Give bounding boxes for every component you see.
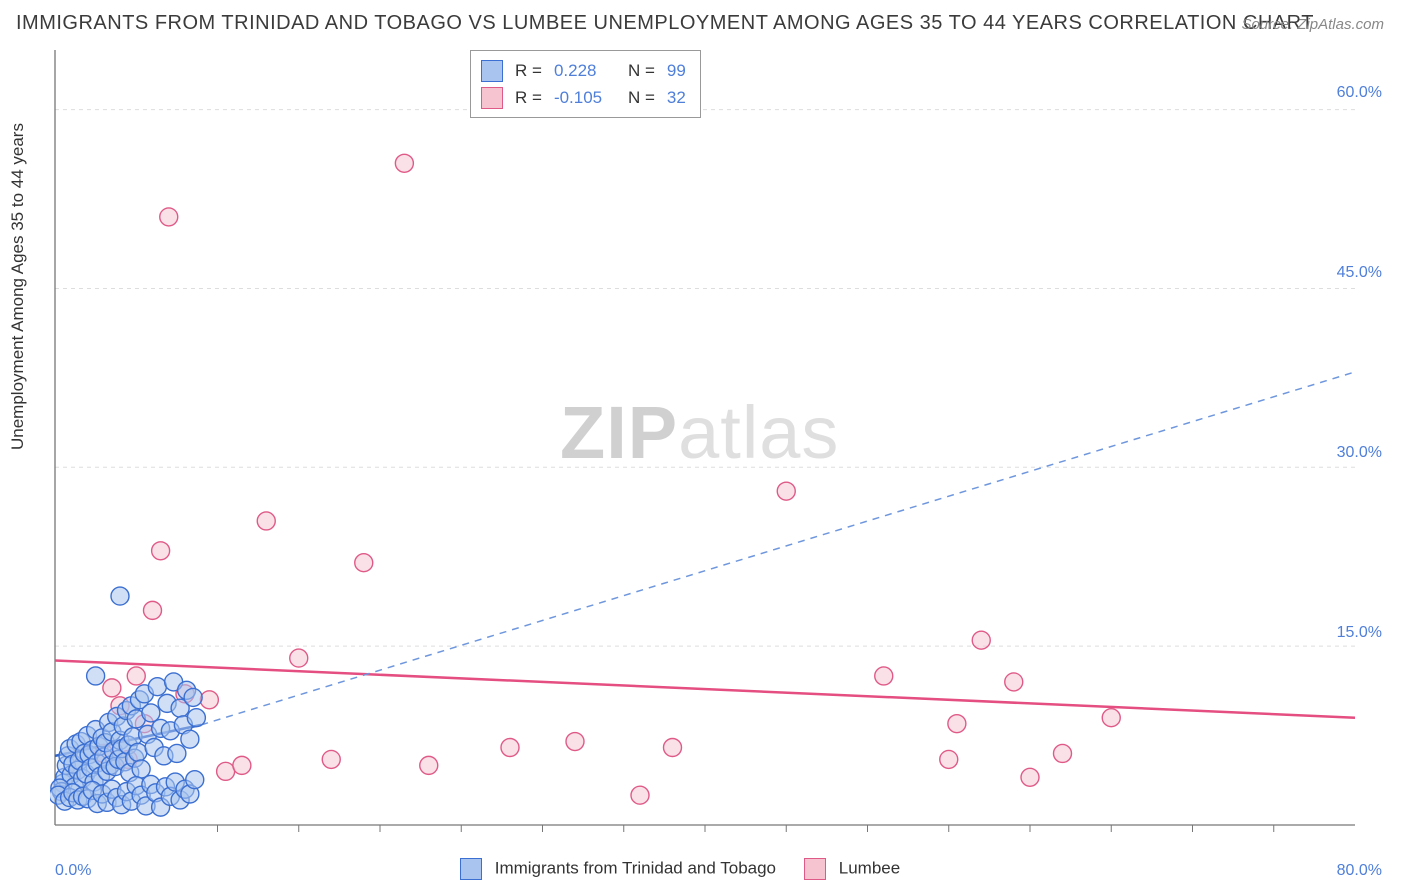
- n-value-b: 32: [667, 84, 686, 111]
- correlation-legend-box: R = 0.228 N = 99 R = -0.105 N = 32: [470, 50, 701, 118]
- legend-swatch-a: [460, 858, 482, 880]
- source-attribution: Source: ZipAtlas.com: [1241, 16, 1384, 33]
- y-tick-45: 45.0%: [1337, 264, 1382, 282]
- chart-container: IMMIGRANTS FROM TRINIDAD AND TOBAGO VS L…: [0, 0, 1406, 892]
- r-value-b: -0.105: [554, 84, 616, 111]
- legend-item-a: Immigrants from Trinidad and Tobago: [460, 858, 776, 880]
- legend-row-series-b: R = -0.105 N = 32: [481, 84, 686, 111]
- r-label-b: R =: [515, 84, 542, 111]
- legend-item-b: Lumbee: [804, 858, 900, 880]
- series-legend: Immigrants from Trinidad and Tobago Lumb…: [460, 858, 900, 880]
- legend-row-series-a: R = 0.228 N = 99: [481, 57, 686, 84]
- y-tick-15: 15.0%: [1337, 624, 1382, 642]
- scatter-plot-svg: [50, 45, 1380, 855]
- r-label-a: R =: [515, 57, 542, 84]
- y-tick-30: 30.0%: [1337, 444, 1382, 462]
- n-label-a: N =: [628, 57, 655, 84]
- legend-swatch-b: [804, 858, 826, 880]
- n-value-a: 99: [667, 57, 686, 84]
- n-label-b: N =: [628, 84, 655, 111]
- swatch-series-a: [481, 60, 503, 82]
- legend-label-b: Lumbee: [839, 858, 900, 877]
- y-axis-label: Unemployment Among Ages 35 to 44 years: [8, 123, 28, 450]
- y-tick-60: 60.0%: [1337, 84, 1382, 102]
- chart-title: IMMIGRANTS FROM TRINIDAD AND TOBAGO VS L…: [16, 12, 1314, 35]
- x-tick-min: 0.0%: [55, 862, 91, 880]
- swatch-series-b: [481, 87, 503, 109]
- r-value-a: 0.228: [554, 57, 616, 84]
- x-tick-max: 80.0%: [1337, 862, 1382, 880]
- legend-label-a: Immigrants from Trinidad and Tobago: [495, 858, 776, 877]
